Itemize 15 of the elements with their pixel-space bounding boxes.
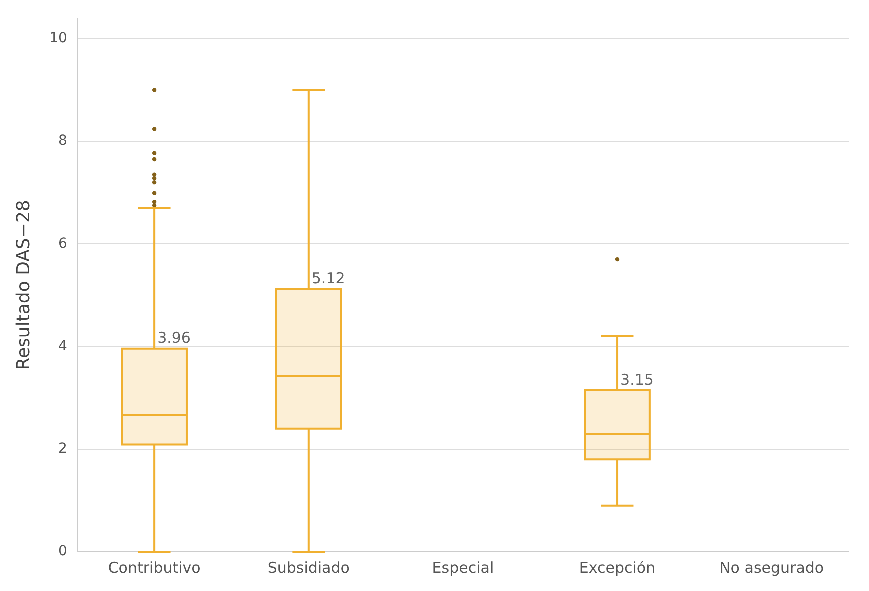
- x-tick-label: Contributivo: [108, 558, 201, 577]
- y-tick-label: 10: [50, 30, 68, 47]
- annotation: 5.12: [312, 270, 346, 288]
- y-axis-title: Resultado DAS−28: [13, 200, 34, 370]
- y-tick-label: 6: [58, 236, 68, 252]
- y-tick-label: 8: [58, 133, 68, 150]
- y-tick-label: 0: [58, 544, 68, 560]
- x-tick-label: Excepción: [579, 558, 656, 577]
- x-tick-label: Subsidiado: [268, 558, 350, 577]
- x-tick-label: No asegurado: [720, 558, 824, 577]
- y-tick-label: 4: [58, 338, 68, 354]
- y-tick-label: 2: [58, 441, 68, 458]
- annotation: 3.15: [620, 370, 654, 389]
- annotation: 3.96: [158, 329, 191, 348]
- x-tick-label: Especial: [432, 558, 494, 577]
